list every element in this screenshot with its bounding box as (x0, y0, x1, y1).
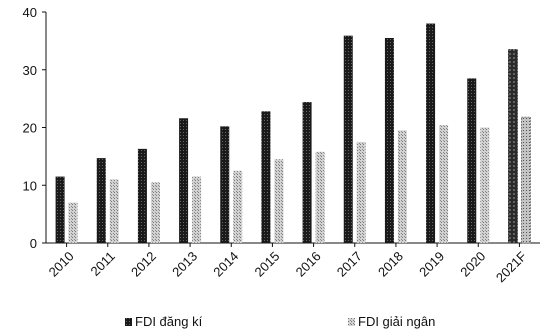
y-axis: 0 10 20 30 40 (23, 5, 47, 251)
legend-fdi-giai-ngan: FDI giải ngân (348, 314, 435, 329)
bar-fdi-giai-ngan-2018 (397, 130, 407, 243)
x-tick-label: 2017 (334, 249, 365, 280)
x-tick-label: 2021F (493, 248, 530, 285)
bar-fdi-dang-ki-2011 (96, 158, 106, 243)
legend-label: FDI đăng kí (135, 314, 203, 329)
x-axis: 2010 2011 2012 2013 2014 2015 2016 2017 2018 2019… (46, 242, 540, 285)
bars (55, 23, 531, 244)
x-tick-label: 2010 (46, 249, 77, 280)
y-tick-label: 20 (23, 121, 37, 136)
legend-swatch (125, 318, 132, 326)
y-tick-label: 30 (23, 63, 37, 78)
bar-fdi-dang-ki-2012 (137, 148, 147, 243)
bar-fdi-giai-ngan-2019 (439, 125, 449, 243)
bar-fdi-dang-ki-2010 (55, 176, 65, 243)
x-tick-label: 2016 (293, 249, 324, 280)
bar-fdi-dang-ki-2016 (302, 102, 312, 243)
bar-fdi-dang-ki-2014 (220, 126, 230, 243)
bar-fdi-dang-ki-2015 (261, 111, 271, 243)
x-tick-label: 2014 (210, 249, 241, 280)
legend-label: FDI giải ngân (358, 314, 435, 329)
x-tick-label: 2020 (457, 249, 488, 280)
bar-fdi-giai-ngan-2013 (192, 176, 202, 243)
legend-fdi-dang-ki: FDI đăng kí (125, 314, 203, 329)
bar-fdi-giai-ngan-2012 (150, 182, 160, 243)
bar-fdi-dang-ki-2020 (467, 78, 477, 243)
x-tick-label: 2018 (375, 249, 406, 280)
bar-fdi-giai-ngan-2015 (274, 159, 284, 243)
bar-fdi-dang-ki-2018 (384, 37, 394, 243)
x-tick-label: 2011 (87, 249, 117, 279)
x-tick-label: 2015 (251, 249, 282, 280)
x-tick-label: 2019 (416, 249, 447, 280)
bar-fdi-dang-ki-2017 (343, 35, 353, 243)
bar-fdi-giai-ngan-2020 (480, 127, 490, 243)
bar-fdi-giai-ngan-2014 (233, 170, 243, 243)
bar-fdi-giai-ngan-2016 (315, 151, 325, 243)
bar-fdi-giai-ngan-2017 (356, 141, 366, 243)
x-tick-label: 2012 (128, 249, 159, 280)
legend: FDI đăng kí FDI giải ngân (125, 314, 435, 329)
bar-fdi-giai-ngan-2021F (521, 116, 531, 244)
y-tick-label: 40 (23, 5, 37, 20)
bar-fdi-dang-ki-2019 (426, 23, 436, 243)
legend-swatch (348, 318, 355, 326)
y-tick-label: 0 (30, 236, 37, 251)
bar-fdi-dang-ki-2021F (508, 49, 518, 244)
x-tick-label: 2013 (169, 249, 200, 280)
bar-fdi-giai-ngan-2010 (68, 202, 78, 243)
y-tick-label: 10 (23, 178, 37, 193)
bar-fdi-giai-ngan-2011 (109, 179, 119, 243)
bar-fdi-dang-ki-2013 (179, 118, 189, 243)
